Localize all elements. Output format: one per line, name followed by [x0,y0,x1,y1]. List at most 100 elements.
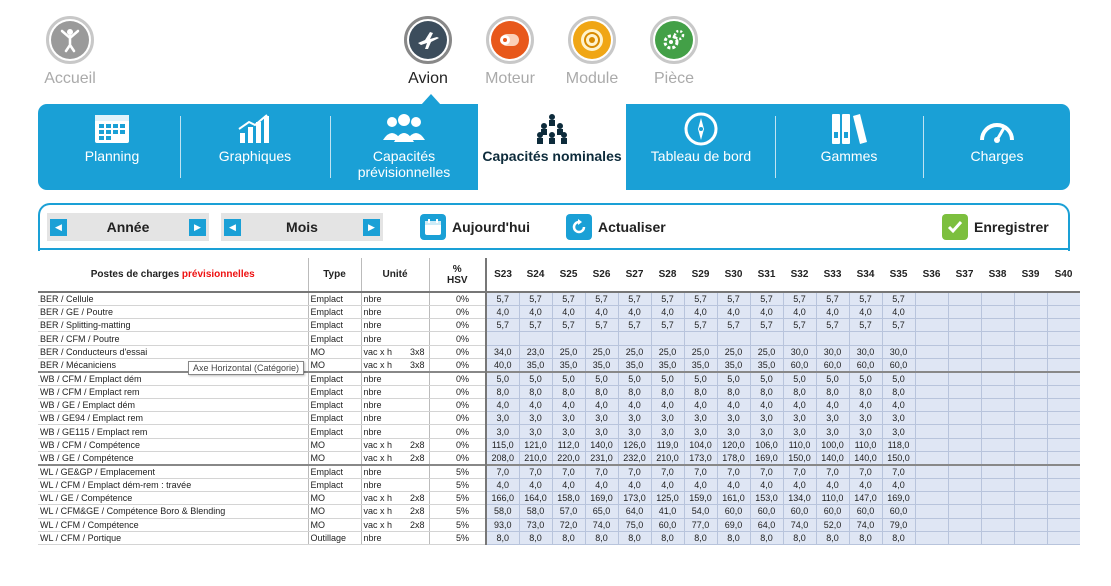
value-cell[interactable] [980,318,1014,333]
poste-cell[interactable]: WB / CFM / Emplact rem [38,385,308,399]
value-cell[interactable]: 23,0 [518,345,552,359]
value-cell[interactable]: 4,0 [584,478,618,492]
value-cell[interactable]: 5,0 [617,370,651,386]
value-cell[interactable]: 30,0 [881,345,915,359]
value-cell[interactable] [1013,531,1047,546]
value-cell[interactable] [947,370,981,386]
value-cell[interactable]: 60,0 [881,358,915,373]
type-cell[interactable]: Emplact [307,463,361,479]
unite-cell[interactable]: nbre [360,411,429,426]
hsv-cell[interactable]: 0% [428,411,486,426]
poste-cell[interactable]: BER / Conducteurs d'essai [38,345,308,359]
value-cell[interactable]: 169,0 [881,491,915,506]
poste-cell[interactable]: BER / GE / Poutre [38,305,308,320]
value-cell[interactable]: 112,0 [551,438,585,453]
value-cell[interactable]: 73,0 [518,518,552,532]
value-cell[interactable]: 7,0 [848,463,882,479]
value-cell[interactable]: 5,0 [551,370,585,386]
value-cell[interactable] [1046,305,1080,320]
value-cell[interactable]: 134,0 [782,491,816,506]
value-cell[interactable]: 25,0 [584,345,618,359]
value-cell[interactable]: 8,0 [518,531,552,546]
value-cell[interactable]: 4,0 [683,398,717,413]
value-cell[interactable]: 7,0 [749,463,783,479]
value-cell[interactable] [980,358,1014,373]
value-cell[interactable]: 5,7 [815,292,849,306]
value-cell[interactable] [980,478,1014,492]
value-cell[interactable] [980,491,1014,506]
value-cell[interactable] [947,531,981,546]
refresh-button[interactable]: Actualiser [566,214,666,240]
value-cell[interactable]: 4,0 [815,478,849,492]
value-cell[interactable]: 118,0 [881,438,915,453]
value-cell[interactable] [1013,318,1047,333]
value-cell[interactable] [980,518,1014,532]
value-cell[interactable] [947,292,981,306]
value-cell[interactable]: 65,0 [584,504,618,519]
value-cell[interactable]: 25,0 [650,345,684,359]
value-cell[interactable]: 7,0 [485,463,519,479]
value-cell[interactable]: 4,0 [584,305,618,320]
value-cell[interactable]: 8,0 [782,385,816,399]
value-cell[interactable] [1013,424,1047,439]
value-cell[interactable]: 5,7 [518,318,552,333]
value-cell[interactable] [980,438,1014,453]
value-cell[interactable]: 4,0 [881,398,915,413]
value-cell[interactable]: 4,0 [848,305,882,320]
value-cell[interactable] [980,463,1014,479]
poste-cell[interactable]: BER / Cellule [38,292,308,306]
value-cell[interactable]: 8,0 [518,385,552,399]
value-cell[interactable]: 3,0 [617,411,651,426]
value-cell[interactable]: 158,0 [551,491,585,506]
hsv-cell[interactable]: 0% [428,292,486,306]
value-cell[interactable]: 3,0 [551,424,585,439]
value-cell[interactable] [947,438,981,453]
type-cell[interactable]: Emplact [307,411,361,426]
value-cell[interactable]: 3,0 [716,424,750,439]
value-cell[interactable]: 4,0 [716,478,750,492]
value-cell[interactable]: 3,0 [551,411,585,426]
value-cell[interactable]: 5,0 [518,370,552,386]
value-cell[interactable] [1013,305,1047,320]
value-cell[interactable]: 178,0 [716,451,750,466]
value-cell[interactable]: 5,7 [617,292,651,306]
value-cell[interactable] [1046,491,1080,506]
value-cell[interactable] [914,463,948,479]
value-cell[interactable]: 3,0 [485,411,519,426]
value-cell[interactable]: 100,0 [815,438,849,453]
poste-cell[interactable]: WL / CFM / Emplact dém-rem : travée [38,478,308,492]
value-cell[interactable]: 232,0 [617,451,651,466]
value-cell[interactable]: 5,7 [782,292,816,306]
value-cell[interactable]: 57,0 [551,504,585,519]
value-cell[interactable] [1046,358,1080,373]
value-cell[interactable]: 169,0 [749,451,783,466]
value-cell[interactable]: 5,7 [683,318,717,333]
value-cell[interactable] [980,411,1014,426]
value-cell[interactable]: 173,0 [617,491,651,506]
value-cell[interactable] [914,398,948,413]
poste-cell[interactable]: WL / CFM / Portique [38,531,308,546]
value-cell[interactable]: 5,7 [551,292,585,306]
value-cell[interactable]: 8,0 [749,385,783,399]
value-cell[interactable] [914,411,948,426]
value-cell[interactable]: 4,0 [551,305,585,320]
value-cell[interactable] [980,424,1014,439]
value-cell[interactable]: 8,0 [683,385,717,399]
value-cell[interactable] [914,531,948,546]
value-cell[interactable]: 4,0 [848,398,882,413]
value-cell[interactable]: 4,0 [485,398,519,413]
value-cell[interactable]: 60,0 [749,504,783,519]
value-cell[interactable] [1013,358,1047,373]
nav-avion[interactable]: Avion [393,16,463,88]
value-cell[interactable]: 8,0 [749,531,783,546]
value-cell[interactable] [947,358,981,373]
value-cell[interactable]: 4,0 [650,478,684,492]
value-cell[interactable]: 4,0 [518,305,552,320]
value-cell[interactable]: 110,0 [782,438,816,453]
poste-cell[interactable]: WB / CFM / Compétence [38,438,308,453]
value-cell[interactable]: 5,7 [749,318,783,333]
value-cell[interactable]: 7,0 [683,463,717,479]
value-cell[interactable]: 140,0 [584,438,618,453]
value-cell[interactable]: 8,0 [617,385,651,399]
value-cell[interactable] [518,331,552,346]
